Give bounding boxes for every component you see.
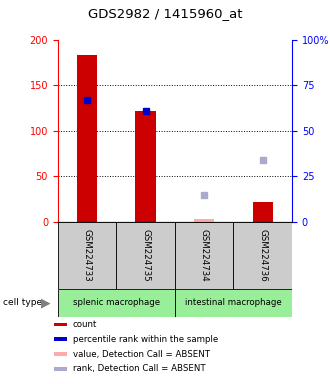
- Bar: [77, 55, 97, 222]
- Bar: [175, 222, 234, 289]
- Text: rank, Detection Call = ABSENT: rank, Detection Call = ABSENT: [73, 364, 206, 373]
- Bar: [175, 289, 292, 317]
- Text: cell type: cell type: [3, 298, 43, 308]
- Bar: [58, 222, 116, 289]
- Bar: [252, 202, 273, 222]
- Text: GDS2982 / 1415960_at: GDS2982 / 1415960_at: [88, 7, 242, 20]
- Text: value, Detection Call = ABSENT: value, Detection Call = ABSENT: [73, 349, 210, 359]
- Bar: [234, 222, 292, 289]
- Text: count: count: [73, 320, 97, 329]
- Bar: [116, 222, 175, 289]
- Text: GSM224733: GSM224733: [82, 229, 91, 282]
- Text: GSM224734: GSM224734: [200, 229, 209, 282]
- Text: GSM224735: GSM224735: [141, 229, 150, 282]
- Bar: [53, 367, 67, 371]
- Text: GSM224736: GSM224736: [258, 229, 267, 282]
- Bar: [58, 289, 175, 317]
- Bar: [194, 219, 214, 222]
- Bar: [53, 353, 67, 356]
- Text: splenic macrophage: splenic macrophage: [73, 298, 160, 308]
- Bar: [53, 338, 67, 341]
- Text: percentile rank within the sample: percentile rank within the sample: [73, 334, 218, 344]
- Text: intestinal macrophage: intestinal macrophage: [185, 298, 282, 308]
- Text: ▶: ▶: [41, 296, 51, 310]
- Bar: [135, 111, 156, 222]
- Bar: [53, 323, 67, 326]
